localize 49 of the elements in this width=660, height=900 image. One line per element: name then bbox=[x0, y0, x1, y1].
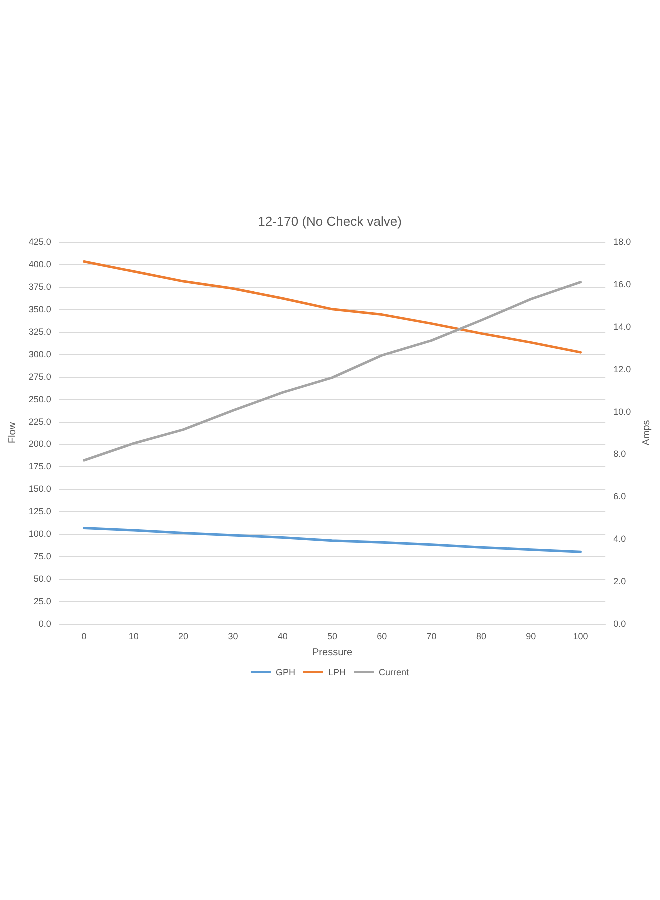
y2-tick-label: 18.0 bbox=[614, 237, 632, 247]
y-axis-title: Flow bbox=[8, 422, 18, 444]
x-tick-label: 50 bbox=[327, 632, 338, 642]
y2-tick-label: 16.0 bbox=[614, 279, 632, 290]
line-series bbox=[83, 527, 582, 554]
x-tick-label: 20 bbox=[178, 632, 189, 642]
x-tick-label: 80 bbox=[476, 632, 486, 642]
y2-tick-label: 14.0 bbox=[614, 322, 632, 332]
y-tick-label: 275.0 bbox=[28, 372, 52, 382]
x-tick-label: 40 bbox=[278, 632, 288, 642]
y2-tick-label: 4.0 bbox=[614, 534, 626, 544]
y-tick-label: 50.0 bbox=[34, 574, 52, 584]
y-tick-label: 375.0 bbox=[28, 282, 52, 292]
y2-tick-label: 2.0 bbox=[614, 576, 626, 587]
y-tick-label: 225.0 bbox=[28, 416, 52, 427]
y-tick-label: 150.0 bbox=[28, 484, 52, 494]
x-tick-label: 30 bbox=[228, 632, 238, 642]
legend-label: GPH bbox=[276, 668, 296, 678]
x-tick-label: 10 bbox=[128, 632, 139, 642]
y2-tick-label: 0.0 bbox=[614, 619, 626, 629]
y-tick-label: 350.0 bbox=[28, 304, 52, 314]
x-tick-label: 70 bbox=[426, 632, 437, 642]
y-tick-label: 200.0 bbox=[28, 439, 52, 450]
x-tick-label: 0 bbox=[82, 632, 87, 642]
y-tick-label: 25.0 bbox=[34, 596, 52, 607]
legend-label: LPH bbox=[328, 668, 346, 678]
x-axis-title: Pressure bbox=[312, 648, 353, 658]
y-tick-label: 250.0 bbox=[28, 394, 52, 404]
y-tick-label: 325.0 bbox=[28, 326, 52, 337]
legend-label: Current bbox=[379, 668, 410, 678]
y2-tick-label: 10.0 bbox=[614, 406, 632, 417]
line-series bbox=[83, 260, 582, 354]
chart-title: 12-170 (No Check valve) bbox=[258, 214, 402, 229]
x-tick-label: 60 bbox=[377, 632, 388, 642]
y-tick-label: 425.0 bbox=[28, 237, 52, 247]
y2-axis-title: Amps bbox=[642, 420, 652, 446]
y2-tick-label: 8.0 bbox=[614, 449, 626, 460]
y-tick-label: 300.0 bbox=[28, 349, 52, 360]
y-tick-label: 100.0 bbox=[28, 529, 52, 540]
y-tick-label: 175.0 bbox=[28, 462, 52, 472]
x-tick-label: 100 bbox=[573, 632, 588, 642]
y-tick-label: 0.0 bbox=[38, 619, 52, 629]
y-tick-label: 75.0 bbox=[34, 552, 52, 562]
y2-tick-label: 12.0 bbox=[614, 364, 632, 374]
x-tick-label: 90 bbox=[526, 632, 536, 642]
y2-tick-label: 6.0 bbox=[614, 492, 626, 502]
y-tick-label: 125.0 bbox=[28, 506, 52, 517]
line-series bbox=[83, 281, 582, 462]
y-tick-label: 400.0 bbox=[28, 259, 52, 270]
